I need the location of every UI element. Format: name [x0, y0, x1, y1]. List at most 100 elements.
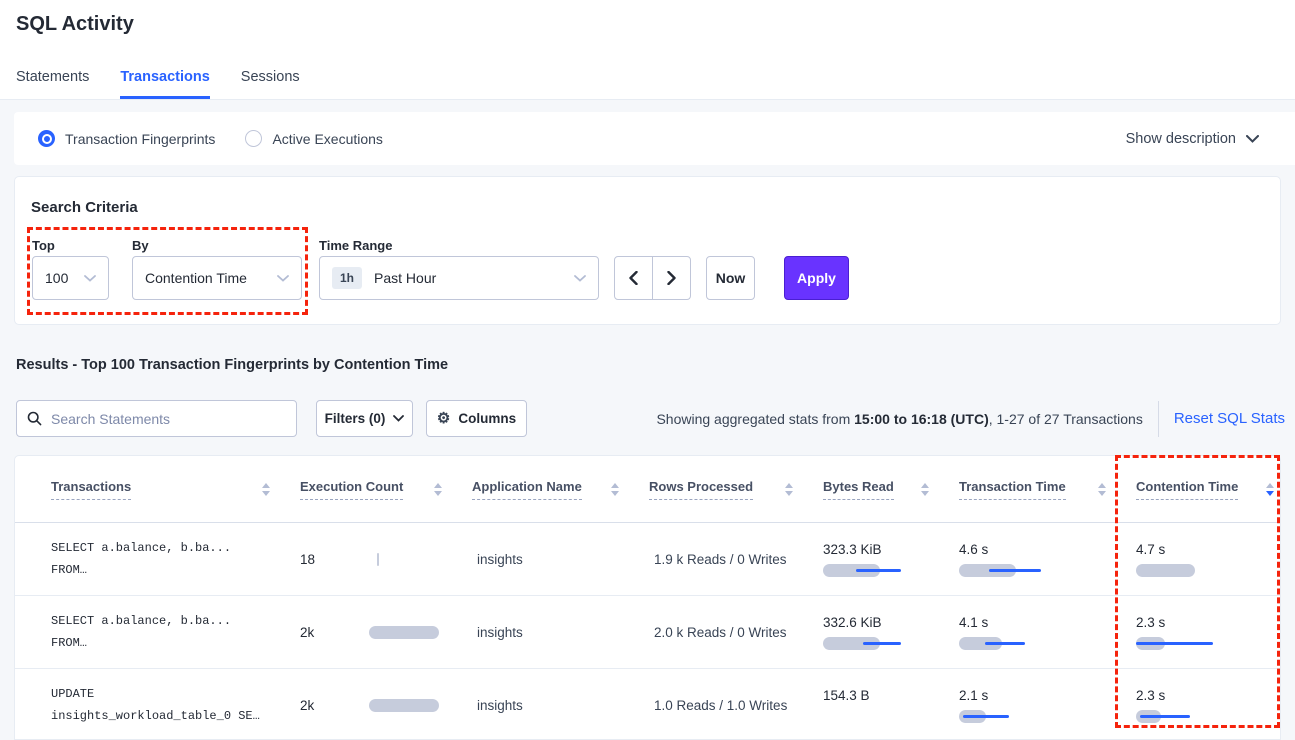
radio-unselected-icon[interactable]: [245, 130, 263, 147]
contention-time-bar: [1136, 636, 1226, 650]
transactions-table: Transactions Execution Count Application…: [14, 455, 1281, 740]
transaction-fingerprint-link[interactable]: UPDATE insights_workload_table_0 SE…: [51, 687, 260, 723]
top-select[interactable]: 100: [32, 256, 109, 300]
filters-label: Filters (0): [324, 411, 386, 426]
application-name-cell: insights: [477, 551, 523, 567]
bytes-read-cell: 332.6 KiB: [823, 615, 959, 650]
tab-statements[interactable]: Statements: [16, 69, 90, 85]
reset-sql-stats-link[interactable]: Reset SQL Stats: [1173, 410, 1285, 427]
radio-label: Active Executions: [272, 130, 383, 147]
transaction-time-cell: 2.1 s: [959, 688, 1136, 723]
chevron-down-icon: [84, 274, 96, 282]
table-row[interactable]: UPDATE insights_workload_table_0 SE… 2k i…: [15, 669, 1280, 739]
next-time-button[interactable]: [653, 257, 690, 299]
bytes-read-cell: 323.3 KiB: [823, 542, 959, 577]
column-header-execution-count[interactable]: Execution Count: [300, 479, 472, 500]
results-heading: Results - Top 100 Transaction Fingerprin…: [16, 357, 449, 373]
transaction-time-bar: [959, 563, 1049, 577]
column-header-bytes-read[interactable]: Bytes Read: [823, 479, 959, 500]
sort-icon[interactable]: [785, 482, 793, 496]
transaction-time-bar: [959, 636, 1049, 650]
bytes-read-cell: 154.3 B: [823, 688, 959, 723]
bytes-read-bar: [823, 563, 913, 577]
by-select[interactable]: Contention Time: [132, 256, 302, 300]
by-label: By: [132, 238, 149, 253]
radio-transaction-fingerprints[interactable]: Transaction Fingerprints: [38, 130, 215, 147]
columns-button[interactable]: ⚙ Columns: [426, 400, 527, 437]
column-header-transactions[interactable]: Transactions: [51, 479, 300, 500]
bytes-read-bar: [823, 710, 913, 723]
filters-button[interactable]: Filters (0): [316, 400, 413, 437]
column-header-application-name[interactable]: Application Name: [472, 479, 649, 500]
apply-button[interactable]: Apply: [784, 256, 849, 300]
execution-count-bar: [369, 698, 449, 712]
column-header-rows-processed[interactable]: Rows Processed: [649, 479, 823, 500]
table-row[interactable]: SELECT a.balance, b.ba... FROM… 18 insigh…: [15, 523, 1280, 596]
page-title: SQL Activity: [16, 13, 134, 35]
contention-time-bar: [1136, 709, 1226, 723]
application-name-cell: insights: [477, 624, 523, 640]
chevron-down-icon: [1246, 134, 1259, 143]
time-range-badge: 1h: [332, 267, 363, 289]
table-header-row: Transactions Execution Count Application…: [15, 456, 1280, 523]
execution-count-cell: 18: [300, 552, 472, 567]
previous-time-button[interactable]: [615, 257, 653, 299]
column-header-transaction-time[interactable]: Transaction Time: [959, 479, 1136, 500]
radio-selected-icon[interactable]: [38, 130, 55, 147]
sort-icon[interactable]: [921, 482, 929, 496]
sort-icon[interactable]: [611, 482, 619, 496]
search-statements-input[interactable]: [51, 410, 286, 427]
columns-label: Columns: [458, 411, 517, 426]
time-range-select[interactable]: 1h Past Hour: [319, 256, 599, 300]
bytes-read-bar: [823, 636, 913, 650]
execution-count-bar: [369, 552, 449, 566]
contention-time-cell: 2.3 s: [1136, 615, 1280, 650]
tab-sessions[interactable]: Sessions: [240, 69, 300, 85]
top-select-value: 100: [45, 270, 69, 286]
sort-icon[interactable]: [262, 482, 270, 496]
rows-processed-cell: 2.0 k Reads / 0 Writes: [654, 624, 787, 640]
sort-icon[interactable]: [1266, 482, 1274, 496]
rows-processed-cell: 1.9 k Reads / 0 Writes: [654, 551, 787, 567]
vertical-divider: [1157, 400, 1159, 437]
show-description-toggle[interactable]: Show description: [1126, 131, 1259, 147]
search-criteria-heading: Search Criteria: [31, 199, 138, 216]
show-description-label: Show description: [1125, 130, 1236, 147]
search-statements-box[interactable]: [16, 400, 297, 437]
tab-bar: Statements Transactions Sessions: [16, 69, 300, 99]
aggregated-stats-text: Showing aggregated stats from 15:00 to 1…: [656, 410, 1143, 427]
radio-label: Transaction Fingerprints: [65, 130, 216, 147]
execution-count-cell: 2k: [300, 625, 472, 640]
chevron-right-icon: [667, 271, 676, 285]
execution-count-bar: [369, 625, 449, 639]
sort-icon[interactable]: [1098, 482, 1106, 496]
tab-transactions[interactable]: Transactions: [120, 69, 210, 99]
contention-time-cell: 4.7 s: [1136, 542, 1280, 577]
chevron-down-icon: [277, 274, 289, 282]
transaction-fingerprint-link[interactable]: SELECT a.balance, b.ba... FROM…: [51, 541, 232, 577]
application-name-cell: insights: [477, 697, 523, 713]
chevron-left-icon: [629, 271, 638, 285]
time-range-value: Past Hour: [374, 270, 437, 286]
transaction-time-bar: [959, 709, 1049, 723]
view-toggle-bar: Transaction Fingerprints Active Executio…: [14, 112, 1295, 165]
toolbar-right: Showing aggregated stats from 15:00 to 1…: [656, 400, 1285, 437]
contention-time-bar: [1136, 563, 1226, 577]
time-nav-group: [614, 256, 691, 300]
time-range-label: Time Range: [319, 238, 393, 253]
column-header-contention-time[interactable]: Contention Time: [1136, 479, 1280, 500]
results-toolbar: Filters (0) ⚙ Columns Showing aggregated…: [16, 400, 1285, 437]
table-row[interactable]: SELECT a.balance, b.ba... FROM… 2k insigh…: [15, 596, 1280, 669]
sort-icon[interactable]: [434, 482, 442, 496]
page-header: SQL Activity Statements Transactions Ses…: [0, 0, 1295, 100]
radio-active-executions[interactable]: Active Executions: [245, 130, 383, 147]
top-label: Top: [32, 238, 55, 253]
chevron-down-icon: [393, 415, 405, 422]
rows-processed-cell: 1.0 Reads / 1.0 Writes: [654, 697, 788, 713]
search-criteria-panel: Search Criteria Top 100 By Contention Ti…: [14, 176, 1281, 325]
execution-count-cell: 2k: [300, 698, 472, 713]
transaction-fingerprint-link[interactable]: SELECT a.balance, b.ba... FROM…: [51, 614, 232, 650]
now-button[interactable]: Now: [706, 256, 755, 300]
gear-icon: ⚙: [436, 410, 451, 427]
